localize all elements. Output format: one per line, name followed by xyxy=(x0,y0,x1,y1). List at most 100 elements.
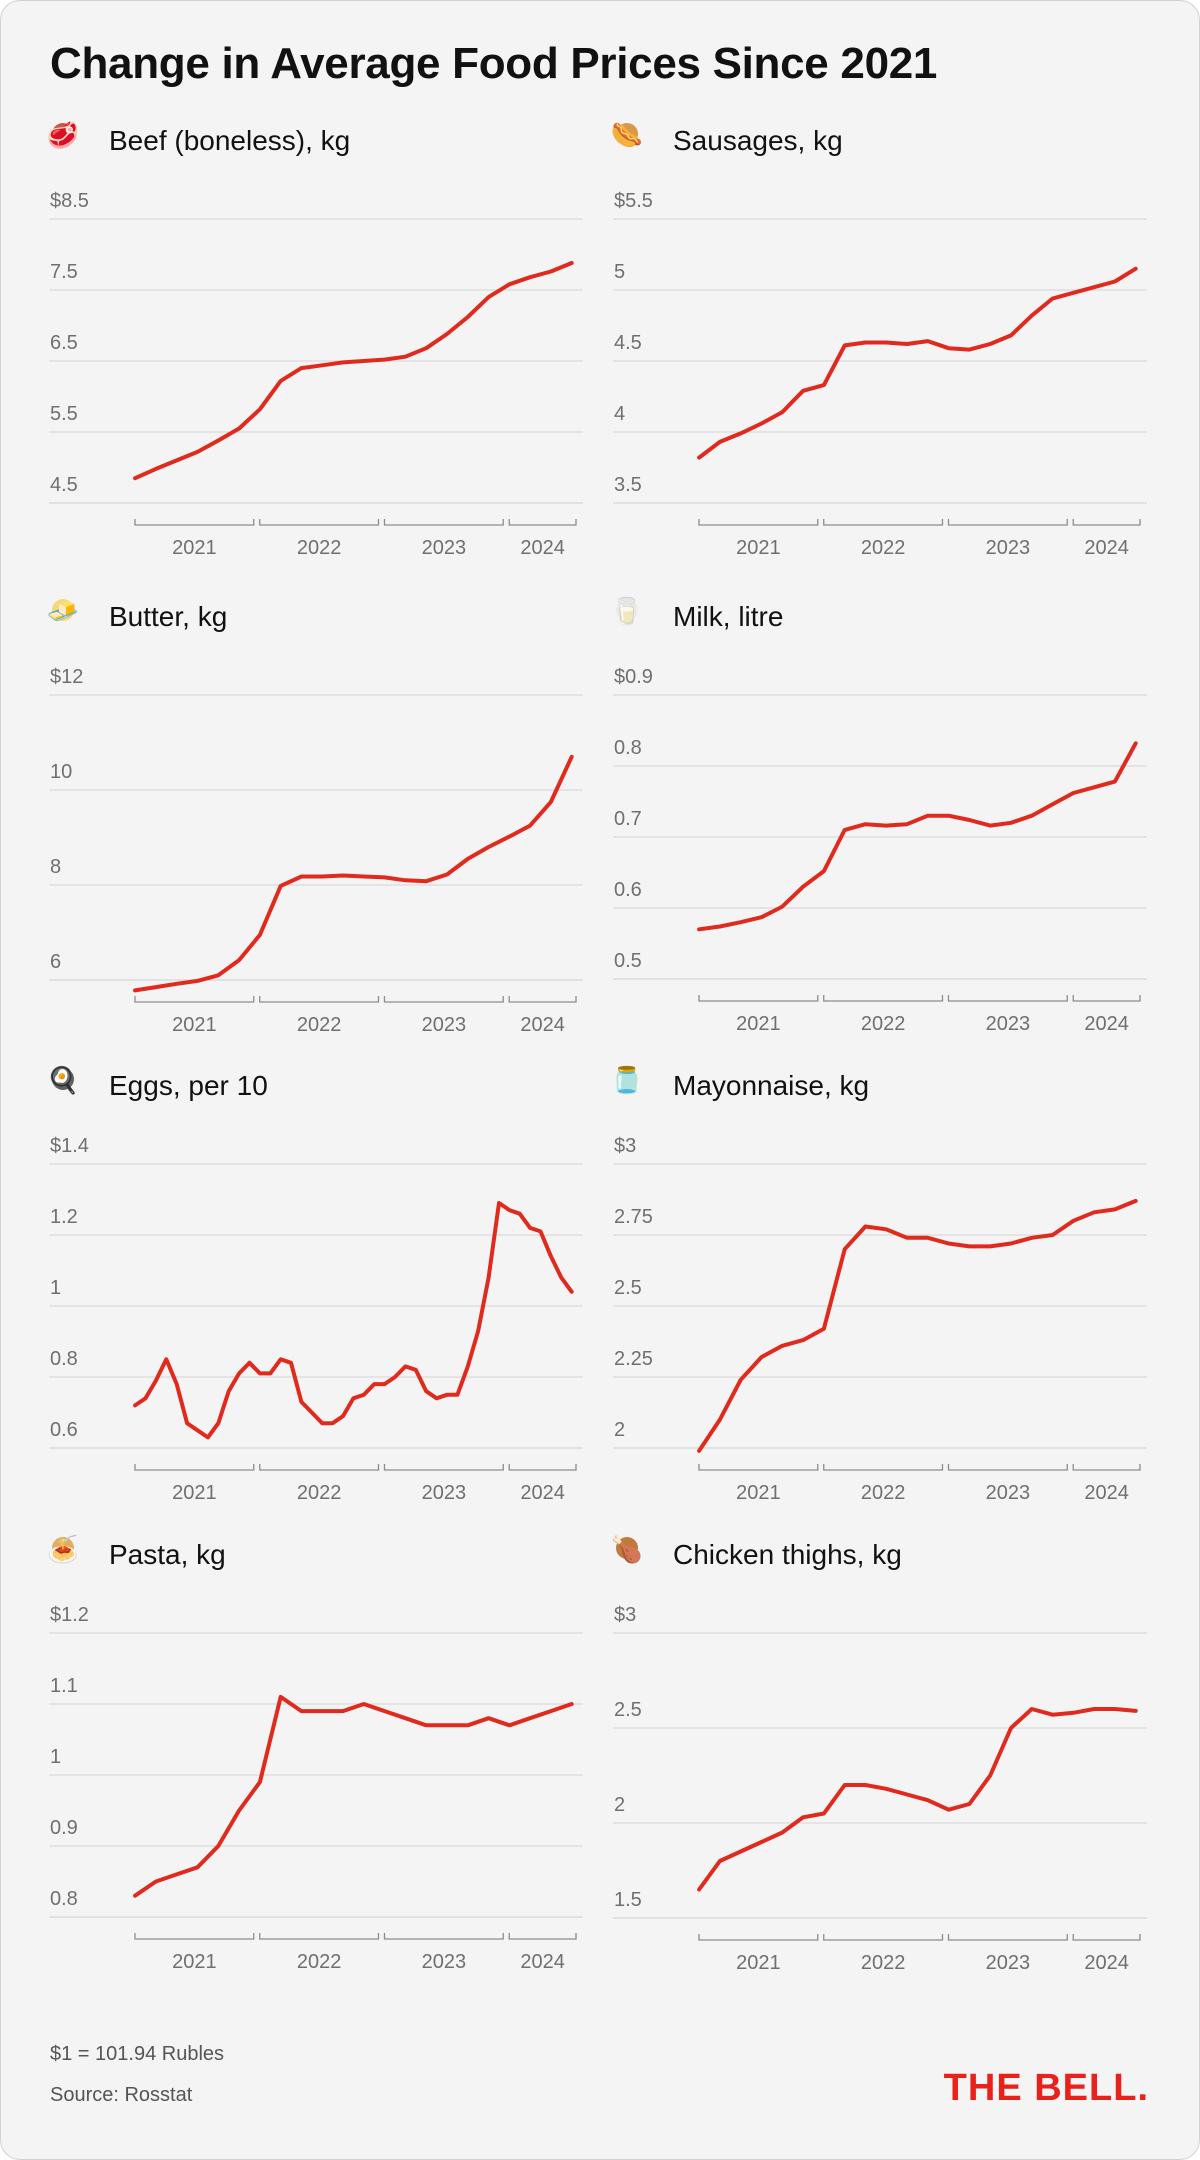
x-tick-label: 2023 xyxy=(986,537,1031,559)
x-axis-bracket xyxy=(134,996,255,1003)
x-axis-bracket xyxy=(134,1933,255,1940)
y-tick-label: $3 xyxy=(614,1604,636,1626)
chart-svg: 🥛 Milk, litre $0.9 0.8 0.7 0.6 0.5 2021 2022 2023… xyxy=(611,596,1147,1035)
butter-icon: 🧈 xyxy=(47,597,79,627)
x-tick-label: 2024 xyxy=(1084,1013,1129,1035)
chart-svg: 🧈 Butter, kg $12 10 8 6 2021 2022 2023 2024 xyxy=(47,597,583,1036)
svg-text:🥩: 🥩 xyxy=(47,120,79,151)
x-tick-label: 2021 xyxy=(172,537,217,559)
x-axis-bracket xyxy=(947,995,1068,1002)
y-tick-label: $5.5 xyxy=(614,190,653,212)
x-axis-bracket xyxy=(698,519,819,526)
y-tick-label: 1.5 xyxy=(614,1889,642,1911)
y-tick-label: 2.75 xyxy=(614,1206,653,1228)
x-tick-label: 2022 xyxy=(297,1014,342,1036)
y-tick-label: $12 xyxy=(50,666,83,688)
chart-title: Beef (boneless), kg xyxy=(109,125,350,156)
y-tick-label: 7.5 xyxy=(50,261,78,283)
x-axis-bracket xyxy=(823,519,944,526)
x-tick-label: 2024 xyxy=(1084,1482,1129,1504)
x-axis-bracket xyxy=(698,1464,819,1471)
x-axis-bracket xyxy=(1072,995,1141,1002)
chart-title: Eggs, per 10 xyxy=(109,1070,268,1101)
y-tick-label: 1 xyxy=(50,1746,61,1768)
y-tick-label: 5 xyxy=(614,261,625,283)
y-tick-label: 0.6 xyxy=(614,879,642,901)
y-tick-label: 0.7 xyxy=(614,808,642,830)
chart-title: Sausages, kg xyxy=(673,125,843,156)
x-tick-label: 2021 xyxy=(172,1014,217,1036)
x-tick-label: 2023 xyxy=(986,1952,1031,1974)
series-line xyxy=(133,1694,574,1898)
x-tick-label: 2022 xyxy=(297,1951,342,1973)
y-tick-label: 0.6 xyxy=(50,1419,78,1441)
y-tick-label: 6 xyxy=(50,951,61,973)
chart-beef: 🥩 Beef (boneless), kg $8.5 7.5 6.5 5.5 4.5 2021… xyxy=(47,111,587,581)
x-tick-label: 2022 xyxy=(861,1482,906,1504)
x-tick-label: 2023 xyxy=(422,537,467,559)
y-tick-label: $1.4 xyxy=(50,1135,89,1157)
y-tick-label: 5.5 xyxy=(50,403,78,425)
y-tick-label: $1.2 xyxy=(50,1604,89,1626)
x-tick-label: 2021 xyxy=(736,1482,781,1504)
y-tick-label: 0.8 xyxy=(50,1888,78,1910)
x-axis-bracket xyxy=(823,995,944,1002)
x-tick-label: 2022 xyxy=(297,1482,342,1504)
y-tick-label: 2.25 xyxy=(614,1348,653,1370)
x-tick-label: 2021 xyxy=(172,1482,217,1504)
x-axis-bracket xyxy=(134,519,255,526)
x-axis-bracket xyxy=(259,1464,380,1471)
svg-text:🍝: 🍝 xyxy=(47,1534,79,1565)
x-tick-label: 2021 xyxy=(736,1013,781,1035)
x-axis-bracket xyxy=(508,996,577,1003)
series-line xyxy=(133,261,574,481)
x-tick-label: 2022 xyxy=(861,1952,906,1974)
x-tick-label: 2022 xyxy=(861,537,906,559)
x-tick-label: 2024 xyxy=(1084,1952,1129,1974)
x-tick-label: 2022 xyxy=(861,1013,906,1035)
x-axis-bracket xyxy=(1072,519,1141,526)
series-line xyxy=(133,754,574,993)
x-axis-bracket xyxy=(383,996,504,1003)
chart-title: Mayonnaise, kg xyxy=(673,1070,869,1101)
y-tick-label: 0.8 xyxy=(50,1348,78,1370)
chart-chicken: 🍗 Chicken thighs, kg $3 2.5 2 1.5 2021 2022 2023… xyxy=(611,1525,1151,1995)
y-tick-label: 6.5 xyxy=(50,332,78,354)
chart-milk: 🥛 Milk, litre $0.9 0.8 0.7 0.6 0.5 2021 2022 2023… xyxy=(611,587,1151,1057)
x-tick-label: 2021 xyxy=(172,1951,217,1973)
y-tick-label: 4 xyxy=(614,403,625,425)
y-tick-label: 2 xyxy=(614,1794,625,1816)
y-tick-label: 1 xyxy=(50,1277,61,1299)
x-axis-bracket xyxy=(134,1464,255,1471)
chart-title: Chicken thighs, kg xyxy=(673,1539,902,1570)
y-tick-label: $0.9 xyxy=(614,666,653,688)
beef-steak-icon: 🥩 xyxy=(47,120,79,151)
mayonnaise-jar-icon: 🫙 xyxy=(611,1065,643,1096)
y-tick-label: 8 xyxy=(50,856,61,878)
y-tick-label: 1.1 xyxy=(50,1675,78,1697)
chart-svg: 🫙 Mayonnaise, kg $3 2.75 2.5 2.25 2 2021 2022 202… xyxy=(611,1065,1147,1504)
x-axis-bracket xyxy=(698,1934,819,1941)
x-axis-bracket xyxy=(1072,1464,1141,1471)
y-tick-label: $8.5 xyxy=(50,190,89,212)
y-tick-label: 4.5 xyxy=(614,332,642,354)
x-tick-label: 2022 xyxy=(297,537,342,559)
chart-title: Milk, litre xyxy=(673,601,783,632)
spaghetti-icon: 🍝 xyxy=(47,1534,79,1565)
svg-text:🥛: 🥛 xyxy=(611,596,643,627)
svg-text:🌭: 🌭 xyxy=(611,121,643,151)
frying-pan-egg-icon: 🍳 xyxy=(47,1065,79,1096)
y-tick-label: 2.5 xyxy=(614,1699,642,1721)
y-tick-label: 3.5 xyxy=(614,474,642,496)
hot-dog-icon: 🌭 xyxy=(611,121,643,151)
x-axis-bracket xyxy=(1072,1934,1141,1941)
x-axis-bracket xyxy=(383,1933,504,1940)
chart-title: Pasta, kg xyxy=(109,1539,226,1570)
series-line xyxy=(697,266,1138,460)
x-axis-bracket xyxy=(383,1464,504,1471)
chart-svg: 🍗 Chicken thighs, kg $3 2.5 2 1.5 2021 2022 2023… xyxy=(611,1534,1147,1974)
chart-mayonnaise: 🫙 Mayonnaise, kg $3 2.75 2.5 2.25 2 2021 2022 202… xyxy=(611,1056,1151,1526)
y-tick-label: 0.5 xyxy=(614,950,642,972)
x-tick-label: 2023 xyxy=(422,1951,467,1973)
